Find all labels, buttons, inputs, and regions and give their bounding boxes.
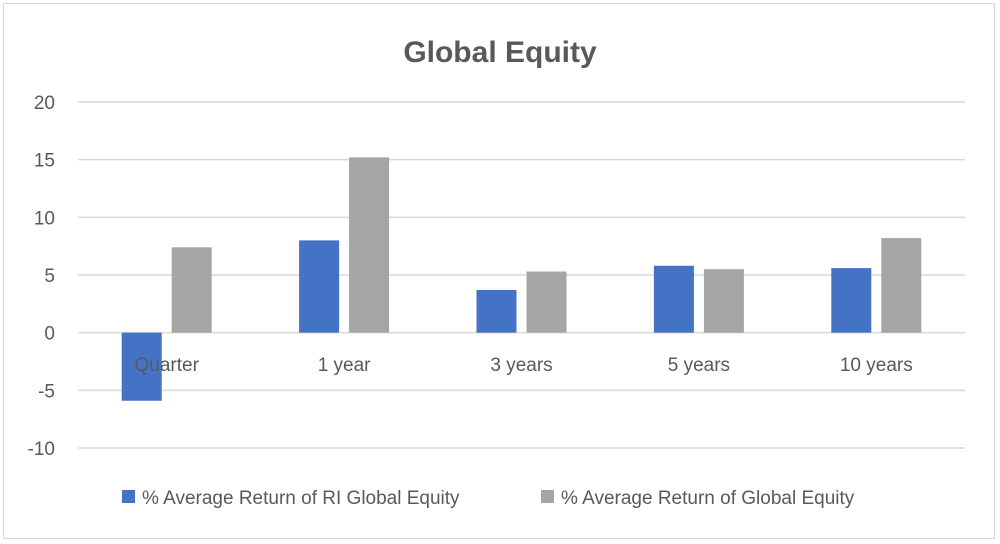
y-tick-label: 20 bbox=[34, 93, 55, 114]
bars bbox=[121, 157, 922, 401]
y-tick-label: -5 bbox=[38, 381, 55, 402]
legend-label-ri-global-equity: % Average Return of RI Global Equity bbox=[142, 488, 460, 509]
x-category-label: Quarter bbox=[134, 355, 199, 376]
chart-title: Global Equity bbox=[403, 36, 597, 69]
y-tick-label: 15 bbox=[34, 151, 55, 172]
legend-swatch-global-equity bbox=[541, 490, 554, 503]
bar-global-equity-3 bbox=[703, 269, 744, 333]
legend-label-global-equity: % Average Return of Global Equity bbox=[561, 488, 855, 509]
y-tick-label: 5 bbox=[44, 266, 55, 287]
legend-swatch-ri-global-equity bbox=[122, 490, 135, 503]
y-tick-label: -10 bbox=[28, 439, 55, 460]
bar-global-equity-4 bbox=[881, 238, 922, 333]
x-axis-category-labels: Quarter 1 year 3 years 5 years 10 years bbox=[134, 355, 912, 376]
x-category-label: 1 year bbox=[318, 355, 371, 376]
y-tick-label: 10 bbox=[34, 208, 55, 229]
gridlines bbox=[78, 101, 965, 449]
y-tick-label: 0 bbox=[44, 324, 55, 345]
bar-ri-global-equity-4 bbox=[831, 268, 872, 333]
bar-ri-global-equity-0 bbox=[121, 332, 162, 401]
x-category-label: 10 years bbox=[840, 355, 913, 376]
x-category-label: 5 years bbox=[668, 355, 730, 376]
bar-ri-global-equity-3 bbox=[653, 265, 694, 333]
bar-global-equity-0 bbox=[171, 247, 212, 333]
bar-ri-global-equity-1 bbox=[299, 240, 340, 333]
bar-ri-global-equity-2 bbox=[476, 289, 517, 333]
chart-frame bbox=[3, 3, 995, 539]
x-category-label: 3 years bbox=[490, 355, 552, 376]
legend: % Average Return of RI Global Equity % A… bbox=[122, 488, 855, 509]
bar-global-equity-2 bbox=[526, 271, 567, 333]
bar-global-equity-1 bbox=[349, 157, 390, 333]
y-axis-tick-labels: 20 15 10 5 0 -5 -10 bbox=[28, 93, 55, 460]
